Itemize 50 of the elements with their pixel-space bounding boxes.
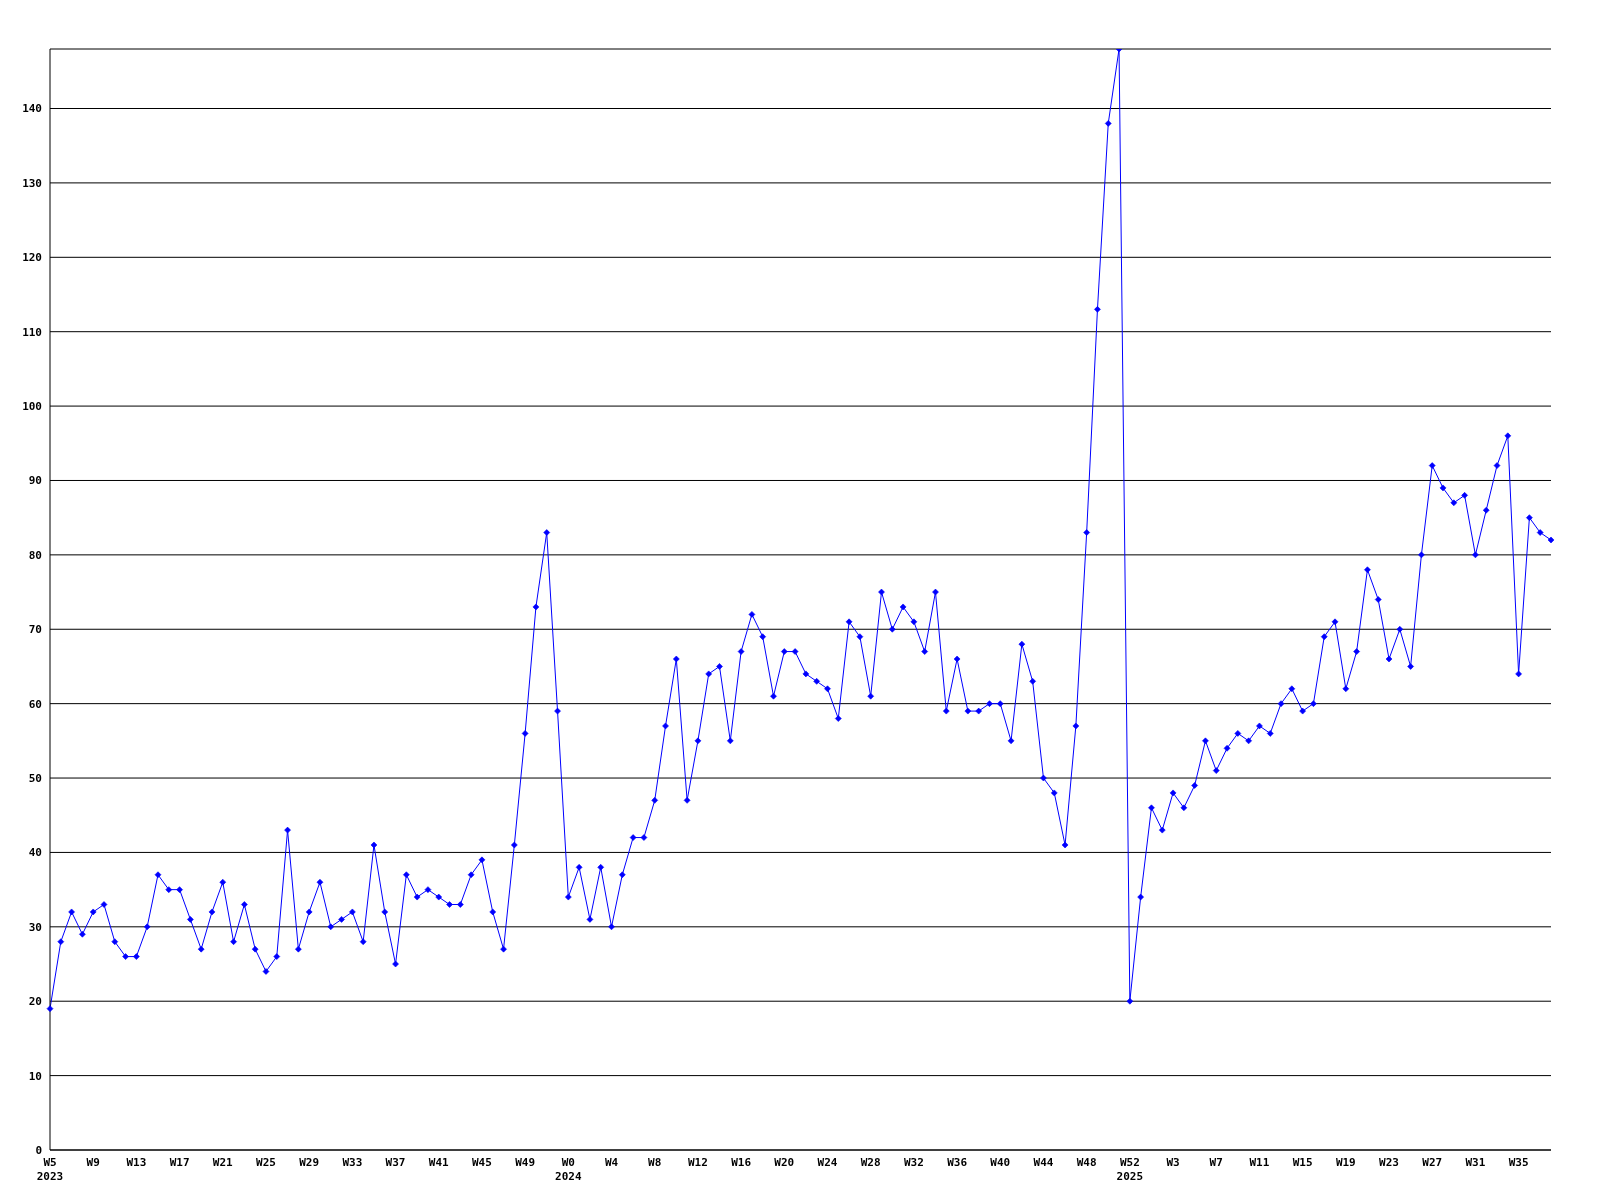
- x-tick-label: W12: [687, 1155, 708, 1169]
- x-tick-label: W52 2025: [1116, 1155, 1144, 1184]
- x-tick-label: W20: [774, 1155, 795, 1169]
- x-tick-label: W5 2023: [36, 1155, 64, 1184]
- x-tick-label: W9: [86, 1155, 100, 1169]
- x-tick-label: W23: [1379, 1155, 1399, 1169]
- x-tick-label: W32: [903, 1155, 924, 1169]
- x-tick-label: W37: [385, 1155, 406, 1169]
- x-tick-label: W45: [472, 1155, 492, 1169]
- x-tick-label: W25: [256, 1155, 276, 1169]
- y-tick-label: 90: [28, 474, 42, 488]
- x-tick-label: W27: [1422, 1155, 1443, 1169]
- x-tick-label: W7: [1209, 1155, 1223, 1169]
- x-tick-label: W3: [1166, 1155, 1180, 1169]
- x-tick-label: W33: [342, 1155, 363, 1169]
- x-tick-label: W28: [860, 1155, 881, 1169]
- x-tick-label: W21: [212, 1155, 234, 1169]
- x-tick-label: W29: [299, 1155, 320, 1169]
- x-tick-label: W35: [1508, 1155, 1529, 1169]
- x-tick-label: W44: [1033, 1155, 1054, 1169]
- x-tick-label: W4: [604, 1155, 619, 1169]
- x-tick-label: W0 2024: [555, 1155, 582, 1184]
- y-tick-label: 20: [28, 995, 42, 1009]
- y-tick-label: 70: [28, 623, 42, 637]
- x-tick-label: W15: [1292, 1155, 1313, 1169]
- y-tick-label: 60: [28, 697, 42, 711]
- y-tick-label: 80: [28, 548, 42, 562]
- x-tick-label: W40: [990, 1155, 1011, 1169]
- x-tick-label: W13: [126, 1155, 147, 1169]
- y-tick-label: 40: [28, 846, 42, 860]
- y-tick-label: 100: [22, 399, 42, 413]
- y-tick-label: 120: [22, 251, 42, 265]
- x-tick-label: W31: [1465, 1155, 1486, 1169]
- x-tick-label: W16: [731, 1155, 752, 1169]
- y-tick-label: 30: [28, 920, 42, 934]
- y-tick-label: 140: [22, 102, 42, 116]
- x-tick-label: W24: [817, 1155, 838, 1169]
- x-tick-label: W49: [515, 1155, 536, 1169]
- y-tick-label: 10: [28, 1069, 42, 1083]
- y-tick-label: 110: [22, 325, 42, 339]
- x-tick-label: W17: [169, 1155, 190, 1169]
- x-tick-label: W19: [1335, 1155, 1356, 1169]
- y-tick-label: 130: [22, 176, 42, 190]
- y-tick-label: 50: [28, 771, 42, 785]
- x-tick-label: W8: [648, 1155, 662, 1169]
- y-tick-label: 0: [35, 1143, 42, 1157]
- x-tick-label: W48: [1076, 1155, 1097, 1169]
- x-tick-label: W36: [947, 1155, 968, 1169]
- x-tick-label: W11: [1249, 1155, 1270, 1169]
- x-tick-label: W41: [428, 1155, 450, 1169]
